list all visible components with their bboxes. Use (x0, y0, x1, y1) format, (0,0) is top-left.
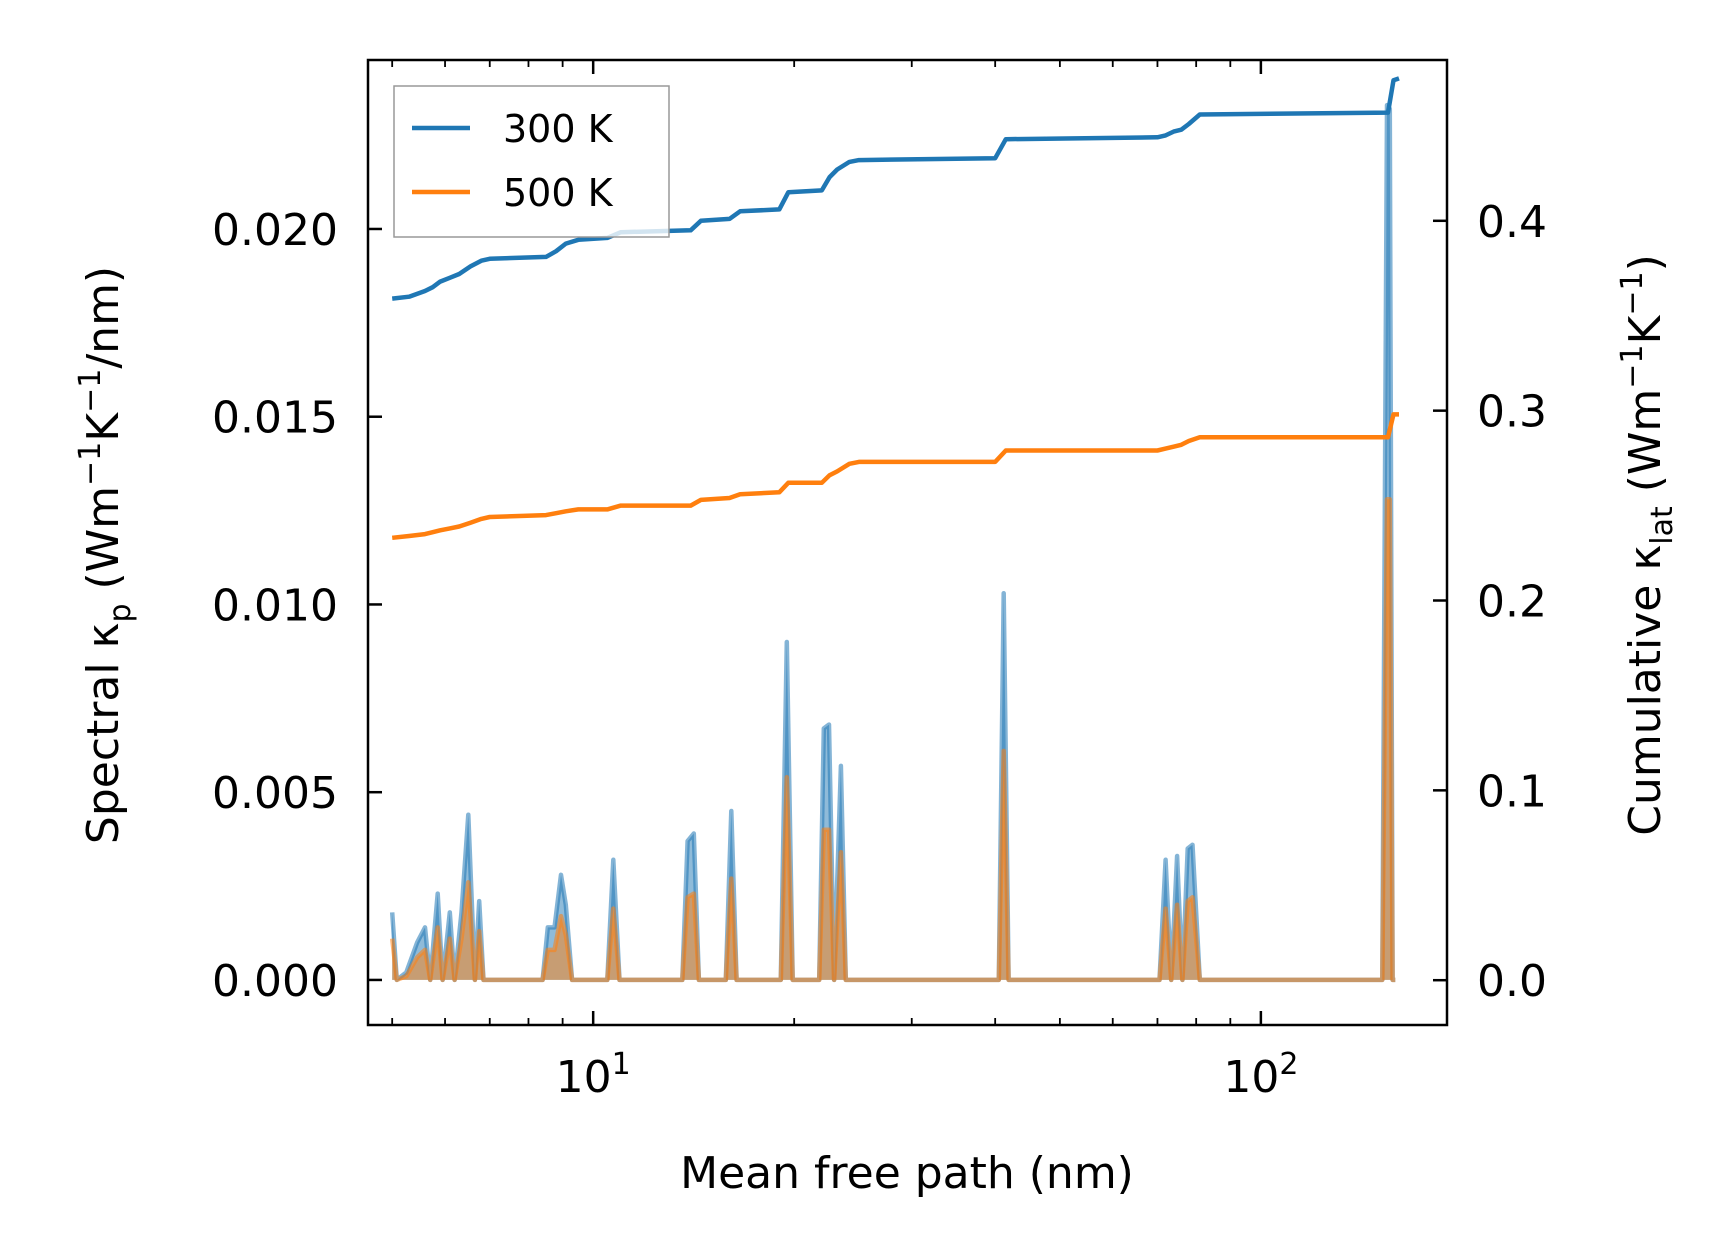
left-y-title-sup2: −1 (73, 369, 108, 413)
plot-frame (366, 58, 1449, 1027)
x-tick-label-base: 10 (1223, 1052, 1279, 1103)
right-y-tick-label: 0.2 (1477, 576, 1547, 627)
left-y-title-sub: p (103, 603, 138, 622)
cumulative-line-300k (391, 76, 1400, 301)
left-y-tick-label: 0.010 (212, 580, 338, 631)
right-y-title-unit-post: ) (1620, 254, 1671, 271)
right-y-axis-title: Cumulative κlat (Wm−1K−1) (1615, 254, 1680, 836)
right-y-tick-label: 0.4 (1477, 197, 1547, 248)
left-y-tick-label: 0.000 (212, 956, 338, 1007)
left-y-title-unit-post: /nm) (78, 266, 129, 369)
x-axis-ticks: 101 102 (556, 60, 1298, 1103)
right-y-tick-label: 0.3 (1477, 387, 1547, 438)
x-tick-label: 101 (556, 1047, 631, 1103)
left-y-title-sup1: −1 (73, 442, 108, 486)
legend-label-500k: 500 K (503, 171, 614, 215)
right-y-tick-label: 0.0 (1477, 956, 1547, 1007)
cumulative-layer (391, 76, 1400, 541)
left-y-title-main: Spectral κ (78, 623, 129, 845)
left-y-axis-title: Spectral κp (Wm−1K−1/nm) (73, 266, 138, 844)
right-y-title-unit-pre: (Wm (1620, 389, 1671, 507)
right-y-tick-label: 0.1 (1477, 766, 1547, 817)
right-y-axis-ticks: 0.0 0.1 0.2 0.3 0.4 (1433, 197, 1547, 1007)
x-minor-ticks (391, 60, 1232, 1025)
left-y-tick-label: 0.015 (212, 393, 338, 444)
left-y-axis-ticks: 0.000 0.005 0.010 0.015 0.020 (212, 205, 382, 1007)
right-y-title-mid: K (1620, 314, 1671, 344)
legend-label-300k: 300 K (503, 107, 614, 151)
left-y-tick-label: 0.005 (212, 768, 338, 819)
x-axis-title: Mean free path (nm) (680, 1148, 1134, 1199)
x-tick-label: 102 (1223, 1047, 1298, 1103)
right-y-title-main: Cumulative κ (1620, 545, 1671, 836)
x-tick-label-exp: 2 (1279, 1047, 1298, 1082)
right-y-title-sup2: −1 (1615, 271, 1650, 315)
left-y-title-mid: K (78, 412, 129, 442)
cumulative-line-500k (391, 412, 1399, 541)
right-y-title-sub: lat (1645, 506, 1680, 545)
legend: 300 K 500 K (393, 85, 670, 238)
legend-box (393, 85, 670, 238)
left-y-title-unit-pre: (Wm (78, 486, 129, 604)
spectral-line-500k (389, 497, 1396, 983)
spectral-layer (389, 102, 1396, 983)
x-tick-label-base: 10 (556, 1052, 612, 1103)
right-y-title-sup1: −1 (1615, 344, 1650, 388)
left-y-tick-label: 0.020 (212, 205, 338, 256)
x-tick-label-exp: 1 (612, 1047, 631, 1082)
